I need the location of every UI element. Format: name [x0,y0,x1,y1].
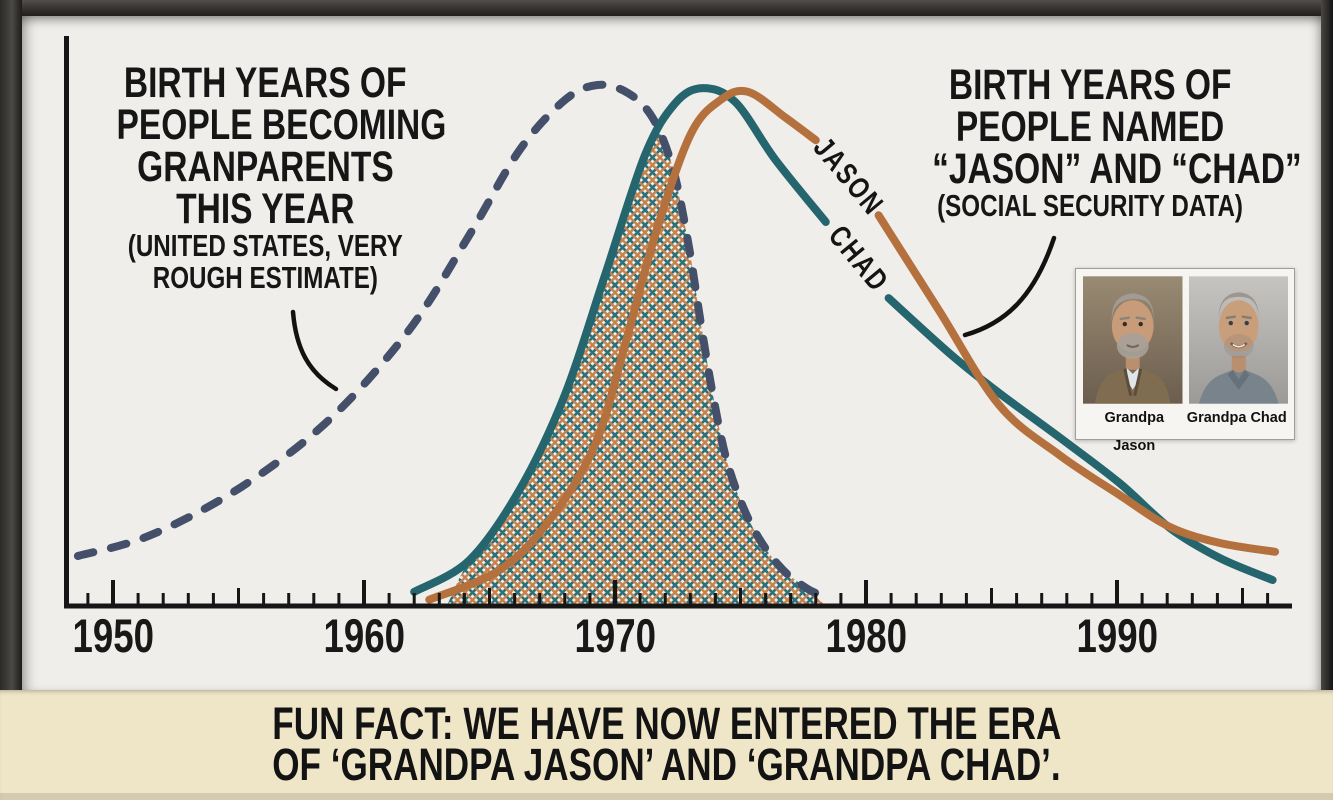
left-title-line: THIS YEAR [175,185,355,233]
left-title-line: BIRTH YEARS OF [123,59,407,107]
right-title-line: “JASON” AND “CHAD” [932,145,1302,193]
x-axis-label-1980: 1980 [825,609,907,662]
jason-curve [874,211,1280,556]
curves-layer [73,80,1280,604]
chad-curve [884,294,1277,584]
grandpa-jason-photo [1083,276,1183,404]
x-axis [64,36,1292,609]
right-leader-line [962,235,1057,338]
grandpa-chad-label: Grandpa Chad [1186,410,1287,426]
x-axis-label-1960: 1960 [323,609,405,662]
grandpa-photos-box: Grandpa Jason Grandpa Chad [1075,268,1295,454]
x-axis-label-1950: 1950 [72,609,154,662]
grandparents-dashed-curve [73,80,833,603]
right-title-line: BIRTH YEARS OF [948,61,1232,109]
right-title-subline: (SOCIAL SECURITY DATA) [937,188,1243,223]
overlap-hatch-region [446,133,826,606]
left-title-line: GRANPARENTS [136,143,394,191]
photo-row [1083,276,1288,404]
right-title-line: PEOPLE NAMED [955,103,1225,151]
left-leader-line [290,309,339,392]
grandpa-jason-label: Grandpa Jason [1104,410,1165,454]
jason-curve [425,86,820,604]
caption-line-1: FUN FACT: WE HAVE NOW ENTERED THE ERA [271,698,1062,749]
grandpa-chad-photo [1188,276,1288,404]
caption-line-2: OF ‘GRANDPA JASON’ AND ‘GRANDPA CHAD’. [272,739,1061,790]
left-annotation-title: BIRTH YEARS OF PEOPLE BECOMING GRANPAREN… [70,62,460,294]
left-title-subline: ROUGH ESTIMATE) [152,260,378,295]
chad-curve [410,84,830,596]
annotation-leader-lines [290,235,1057,392]
caption-band: FUN FACT: WE HAVE NOW ENTERED THE ERA OF… [0,690,1333,800]
picture-frame-top [0,0,1333,16]
photo-labels: Grandpa Jason Grandpa Chad [1083,404,1288,454]
picture-frame-left [0,0,22,690]
left-title-line: PEOPLE BECOMING [116,101,447,149]
right-annotation-title: BIRTH YEARS OF PEOPLE NAMED “JASON” AND … [880,61,1302,223]
x-axis-label-1990: 1990 [1076,609,1158,662]
picture-frame-right [1321,0,1333,690]
chart-canvas: JASON CHAD [64,36,1292,609]
hatch-region-fill [446,133,826,606]
left-title-subline: (UNITED STATES, VERY [127,228,403,263]
x-axis-label-1970: 1970 [574,609,656,662]
